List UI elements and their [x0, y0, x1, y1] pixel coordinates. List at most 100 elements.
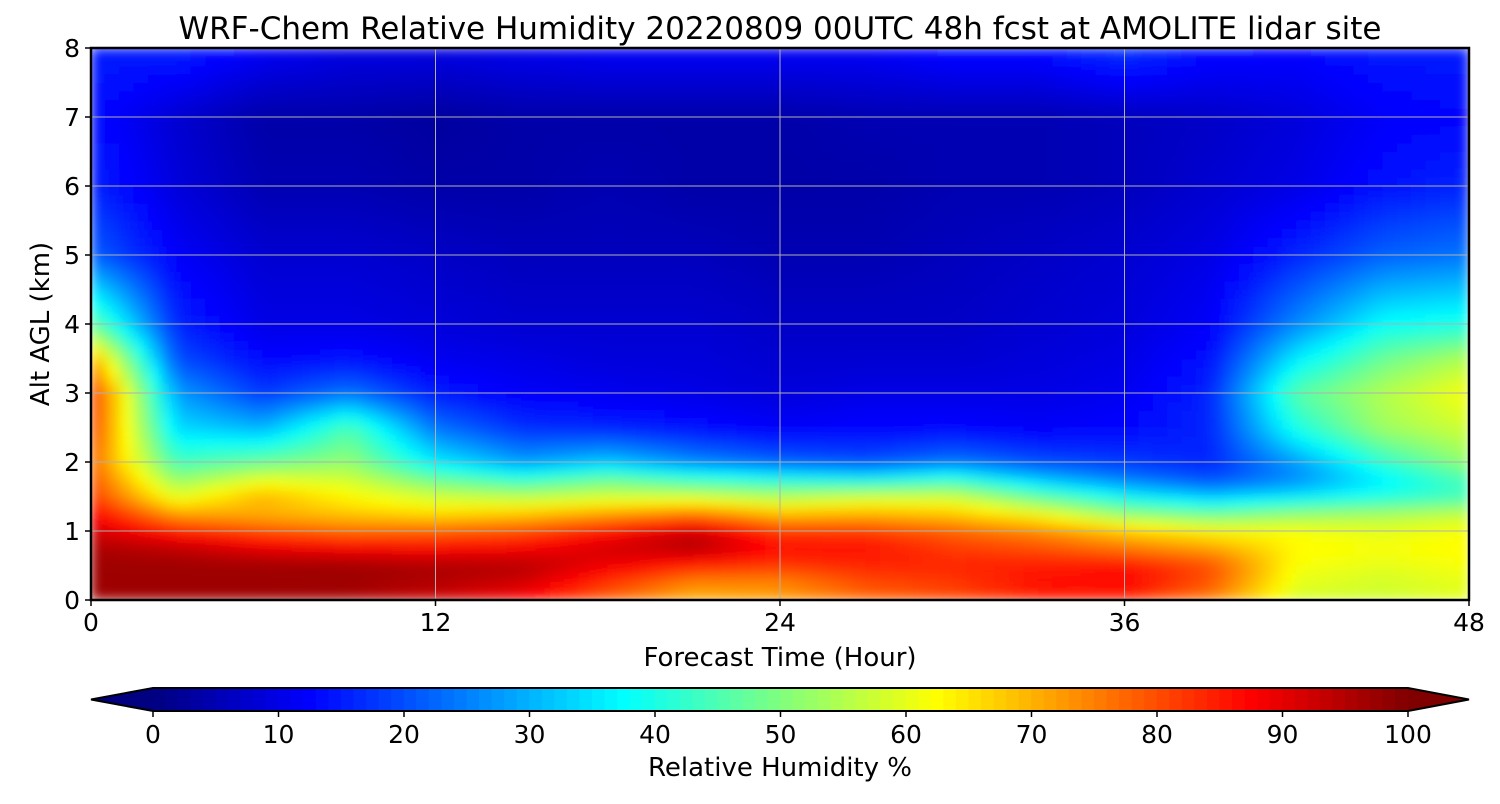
heatmap-cell — [635, 280, 652, 291]
heatmap-cell — [1353, 521, 1370, 532]
heatmap-cell — [693, 306, 709, 316]
heatmap-cell — [1353, 487, 1370, 498]
heatmap-cell — [535, 366, 551, 377]
heatmap-cell — [750, 427, 767, 437]
heatmap-cell — [1181, 452, 1197, 463]
heatmap-cell — [334, 513, 350, 523]
heatmap-cell — [190, 176, 207, 187]
heatmap-cell — [578, 530, 594, 541]
heatmap-cell — [937, 452, 953, 463]
heatmap-cell — [1281, 254, 1298, 265]
heatmap-cell — [1396, 314, 1413, 325]
heatmap-cell — [592, 504, 609, 515]
heatmap-cell — [808, 194, 824, 204]
heatmap-cell — [420, 530, 436, 541]
heatmap-cell — [435, 349, 451, 360]
heatmap-cell — [1382, 435, 1398, 446]
heatmap-cell — [406, 340, 422, 351]
heatmap-cell — [1080, 444, 1097, 454]
heatmap-cell — [1396, 375, 1413, 385]
heatmap-cell — [377, 565, 393, 575]
heatmap-cell — [1281, 159, 1298, 170]
heatmap-cell — [808, 375, 824, 385]
heatmap-cell — [779, 245, 795, 256]
heatmap-cell — [621, 409, 637, 420]
heatmap-cell — [133, 314, 149, 325]
heatmap-cell — [822, 349, 838, 360]
heatmap-cell — [793, 478, 810, 489]
heatmap-cell — [1080, 176, 1097, 187]
heatmap-cell — [879, 565, 896, 575]
heatmap-cell — [1095, 168, 1111, 178]
heatmap-cell — [1023, 151, 1039, 161]
heatmap-cell — [334, 444, 350, 454]
heatmap-cell — [1037, 220, 1054, 230]
heatmap-cell — [435, 194, 451, 204]
heatmap-cell — [305, 418, 322, 429]
heatmap-cell — [449, 513, 465, 523]
heatmap-cell — [765, 280, 781, 291]
heatmap-cell — [765, 211, 781, 222]
heatmap-cell — [1454, 547, 1469, 558]
heatmap-cell — [1167, 461, 1183, 472]
heatmap-cell — [650, 176, 666, 187]
heatmap-cell — [1238, 237, 1255, 247]
heatmap-cell — [1109, 565, 1125, 575]
heatmap-cell — [205, 521, 221, 532]
heatmap-cell — [750, 418, 767, 429]
heatmap-cell — [966, 461, 982, 472]
heatmap-cell — [894, 513, 910, 523]
heatmap-cell — [1296, 340, 1312, 351]
heatmap-cell — [348, 504, 365, 515]
heatmap-cell — [262, 237, 279, 247]
heatmap-cell — [879, 228, 896, 239]
heatmap-cell — [391, 306, 408, 316]
heatmap-cell — [391, 452, 408, 463]
heatmap-cell — [535, 513, 551, 523]
heatmap-cell — [980, 349, 996, 360]
heatmap-cell — [635, 452, 652, 463]
heatmap-cell — [1267, 314, 1283, 325]
heatmap-cell — [478, 452, 494, 463]
heatmap-cell — [1037, 349, 1054, 360]
heatmap-cell — [119, 340, 135, 351]
heatmap-cell — [1238, 504, 1255, 515]
heatmap-cell — [693, 202, 709, 213]
heatmap-cell — [908, 487, 925, 498]
heatmap-cell — [348, 289, 365, 299]
heatmap-cell — [1396, 478, 1413, 489]
heatmap-cell — [750, 168, 767, 178]
heatmap-cell — [736, 496, 752, 506]
heatmap-cell — [1023, 358, 1039, 368]
heatmap-cell — [176, 496, 192, 506]
heatmap-cell — [449, 409, 465, 420]
heatmap-cell — [923, 306, 939, 316]
heatmap-cell — [521, 323, 537, 334]
heatmap-cell — [908, 340, 925, 351]
heatmap-cell — [1238, 289, 1255, 299]
heatmap-cell — [621, 245, 637, 256]
heatmap-cell — [1425, 547, 1441, 558]
heatmap-cell — [750, 297, 767, 308]
heatmap-cell — [1167, 211, 1183, 222]
heatmap-cell — [435, 435, 451, 446]
heatmap-cell — [176, 349, 192, 360]
heatmap-cell — [176, 245, 192, 256]
heatmap-cell — [119, 280, 135, 291]
heatmap-cell — [1296, 496, 1312, 506]
heatmap-cell — [1454, 435, 1469, 446]
heatmap-cell — [994, 590, 1011, 600]
heatmap-cell — [1238, 401, 1255, 411]
heatmap-cell — [923, 176, 939, 187]
heatmap-cell — [147, 513, 164, 523]
heatmap-cell — [334, 375, 350, 385]
heatmap-cell — [750, 392, 767, 403]
heatmap-cell — [1152, 556, 1169, 567]
heatmap-cell — [277, 401, 293, 411]
heatmap-cell — [736, 194, 752, 204]
heatmap-cell — [1324, 383, 1341, 394]
heatmap-cell — [363, 461, 379, 472]
heatmap-cell — [1425, 168, 1441, 178]
heatmap-cell — [836, 435, 853, 446]
heatmap-cell — [176, 392, 192, 403]
